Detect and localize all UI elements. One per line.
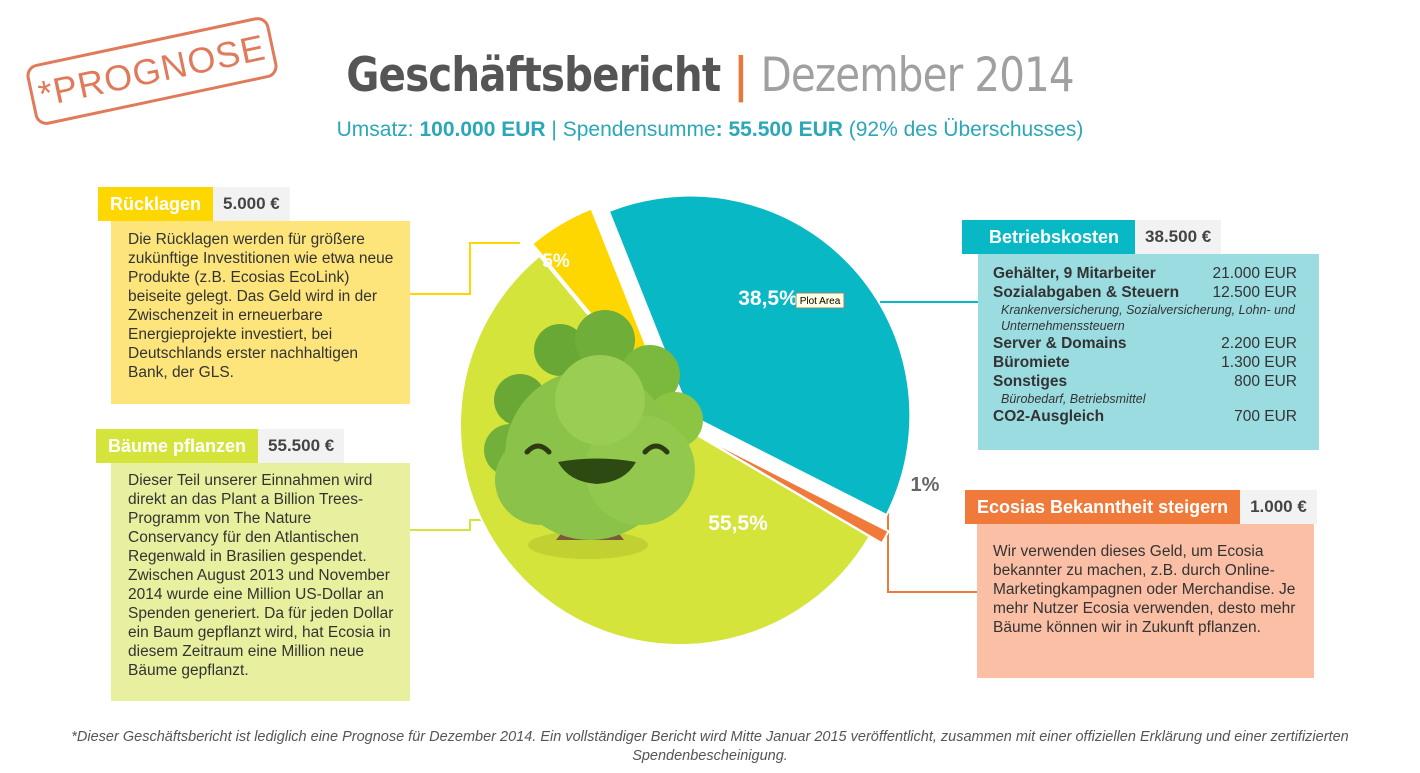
cost-label: Sonstiges: [993, 373, 1068, 390]
pie-label-1: 1%: [911, 474, 940, 496]
costs-name: Betriebskosten: [962, 220, 1136, 254]
costs-rows-other: Server & Domains 2.200 EUR Büromiete 1.300 …: [993, 334, 1297, 391]
trees-header: Bäume pflanzen 55.500 €: [96, 429, 345, 463]
page-title: Geschäftsbericht | Dezember 2014: [99, 48, 1320, 103]
cost-row: Sonstiges 800 EUR: [993, 372, 1297, 391]
reserves-header: Rücklagen 5.000 €: [98, 187, 290, 221]
cost-row: CO2-Ausgleich 700 EUR: [993, 407, 1297, 426]
costs-social-note: Krankenversicherung, Sozialversicherung,…: [1001, 303, 1295, 333]
cost-row: Sozialabgaben & Steuern 12.500 EUR: [993, 283, 1297, 302]
cost-label: CO2-Ausgleich: [993, 408, 1105, 425]
awareness-box: Wir verwenden dieses Geld, um Ecosia bek…: [977, 524, 1314, 678]
reserves-name: Rücklagen: [98, 187, 214, 221]
connector-reserves: [410, 242, 520, 295]
cost-value: 21.000 EUR: [1212, 265, 1297, 282]
title-period: Dezember 2014: [760, 48, 1075, 103]
pie-slice-1: [691, 430, 890, 545]
pie-label-3: 5%: [542, 251, 570, 272]
cost-value: 800 EUR: [1234, 373, 1297, 390]
subtitle: Umsatz: 100.000 EUR | Spendensumme: 55.5…: [0, 118, 1420, 142]
reserves-amount: 5.000 €: [213, 187, 290, 221]
plot-area-tooltip: Plot Area: [800, 296, 841, 307]
costs-amount: 38.500 €: [1135, 220, 1222, 254]
pie-label-0: 38,5%: [738, 287, 798, 310]
donation-value: : 55.500 EUR: [715, 118, 843, 141]
pie-slice-0: [607, 194, 912, 517]
cost-value: 700 EUR: [1234, 408, 1297, 425]
revenue-value: 100.000 EUR: [419, 118, 546, 141]
awareness-header: Ecosias Bekanntheit steigern 1.000 €: [965, 490, 1317, 524]
awareness-amount: 1.000 €: [1240, 490, 1317, 524]
cost-value: 1.300 EUR: [1221, 354, 1297, 371]
donation-label: Spendensumme: [562, 118, 716, 141]
costs-misc-note: Bürobedarf, Betriebsmittel: [1001, 392, 1146, 406]
title-main: Geschäftsbericht: [346, 48, 721, 103]
cost-label: Büromiete: [993, 354, 1070, 371]
cost-value: 12.500 EUR: [1212, 284, 1297, 301]
title-separator: |: [733, 48, 749, 103]
surplus-note: (92% des Überschusses): [848, 118, 1084, 141]
trees-amount: 55.500 €: [258, 429, 345, 463]
cost-value: 2.200 EUR: [1221, 335, 1297, 352]
reserves-text: Die Rücklagen werden für größere zukünft…: [128, 231, 394, 381]
trees-text: Dieser Teil unserer Einnahmen wird direk…: [128, 472, 394, 679]
footnote: *Dieser Geschäftsbericht ist lediglich e…: [71, 729, 1349, 764]
connector-awareness: [887, 478, 978, 593]
cost-row: Server & Domains 2.200 EUR: [993, 334, 1297, 353]
cost-label: Server & Domains: [993, 335, 1127, 352]
reserves-box: Die Rücklagen werden für größere zukünft…: [111, 221, 410, 404]
cost-label: Sozialabgaben & Steuern: [993, 284, 1180, 301]
subtitle-separator: |: [551, 118, 557, 141]
costs-box: Gehälter, 9 Mitarbeiter 21.000 EUR Soziala…: [978, 254, 1319, 450]
awareness-name: Ecosias Bekanntheit steigern: [965, 490, 1241, 524]
awareness-text: Wir verwenden dieses Geld, um Ecosia bek…: [993, 543, 1296, 636]
costs-rows-main: Gehälter, 9 Mitarbeiter 21.000 EUR Soziala…: [993, 264, 1297, 302]
tree-illustration: [484, 310, 703, 559]
cost-row: Gehälter, 9 Mitarbeiter 21.000 EUR: [993, 264, 1297, 283]
revenue-label: Umsatz:: [336, 118, 414, 141]
trees-box: Dieser Teil unserer Einnahmen wird direk…: [111, 463, 410, 701]
costs-header: Betriebskosten 38.500 €: [962, 220, 1222, 254]
trees-name: Bäume pflanzen: [96, 429, 259, 463]
costs-rows-co2: CO2-Ausgleich 700 EUR: [993, 407, 1297, 426]
cost-label: Gehälter, 9 Mitarbeiter: [993, 265, 1156, 282]
plot-area-tooltip-box: [795, 292, 845, 309]
cost-row: Büromiete 1.300 EUR: [993, 353, 1297, 372]
pie-label-2: 55,5%: [708, 512, 768, 535]
